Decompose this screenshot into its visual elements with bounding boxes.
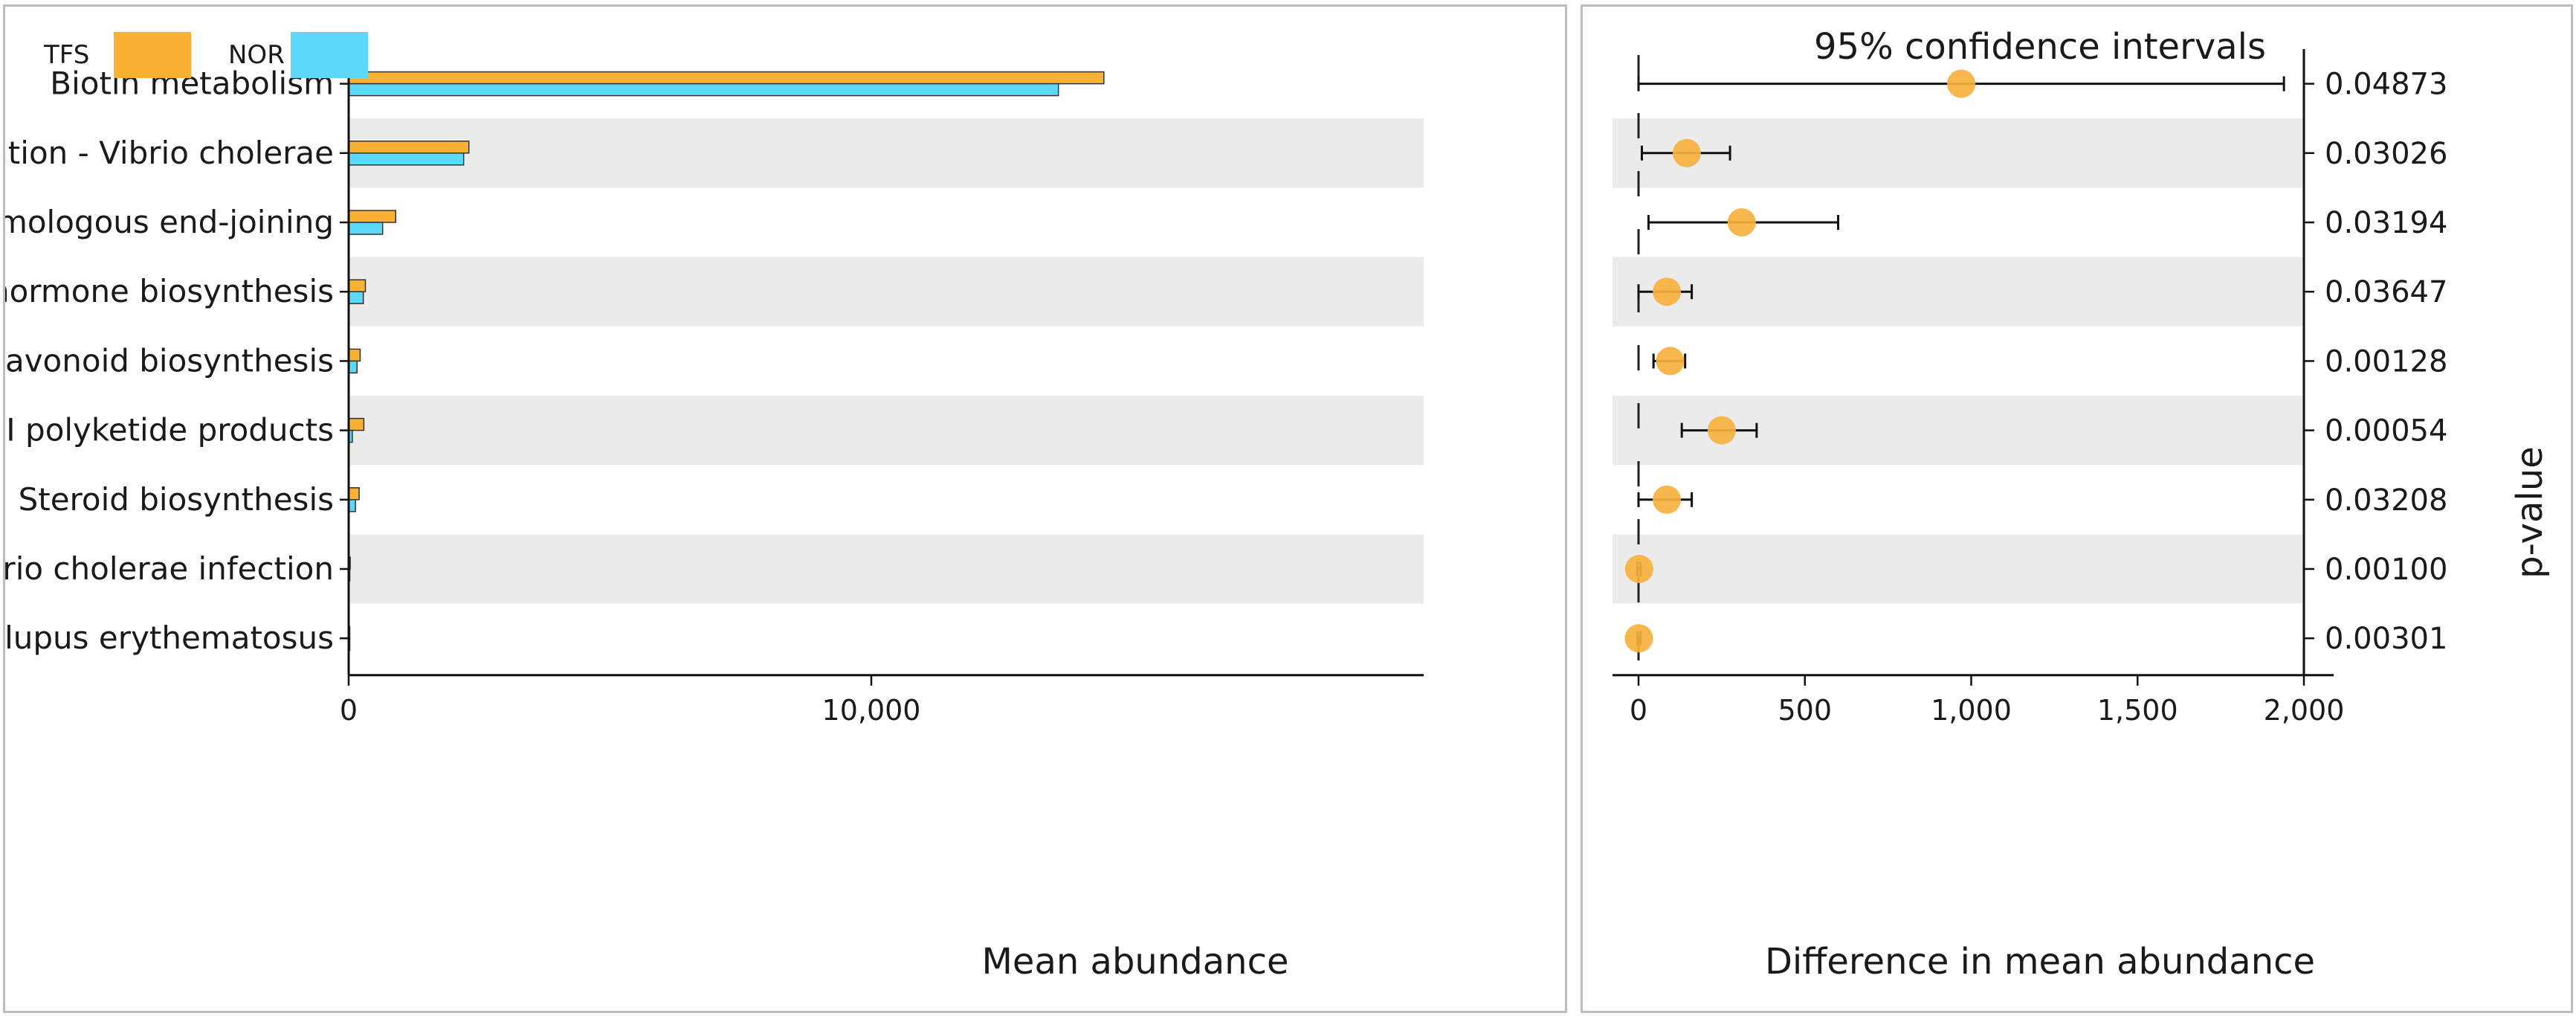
category-label-biotin-metabolism: Biotin metabolism — [50, 65, 334, 102]
bar-nor-biotin-metabolism — [348, 83, 1059, 97]
ci-x-tick-label-2000: 2,000 — [2264, 694, 2345, 727]
category-label-systemic-lupus-erythematosus: Systemic lupus erythematosus — [5, 620, 334, 656]
bar-nor-flavonoid-biosynthesis — [348, 360, 358, 374]
row-band-vibrio-cholerae-infection — [349, 534, 1424, 604]
category-label-biofilm-formation-vibrio-cholerae: Biofilm formation - Vibrio cholerae — [5, 135, 334, 171]
p-value-label-steroid-biosynthesis: 0.03208 — [2325, 483, 2447, 518]
bar-tfs-non-homologous-end-joining — [348, 210, 397, 223]
ci-estimate-dot-non-homologous-end-joining — [1727, 208, 1756, 237]
confidence-interval-panel: 0.04873 0.03026 0.03194 0.03647 0.00128 0.000… — [1581, 4, 2573, 1013]
ci-row-band-steroid-hormone-biosynthesis — [1613, 257, 2304, 327]
bar-tfs-steroid-biosynthesis — [348, 487, 360, 501]
legend-swatch-tfs — [114, 32, 191, 78]
p-value-label-flavonoid-biosynthesis: 0.00128 — [2325, 344, 2447, 379]
ci-estimate-dot-biofilm-formation-vibrio-cholerae — [1672, 138, 1701, 167]
x-tick-label-0: 0 — [340, 694, 358, 727]
mean-abundance-chart: Biotin metabolism Biofilm formation - Vib… — [5, 32, 1424, 983]
row-band-steroid-hormone-biosynthesis — [349, 257, 1424, 327]
row-band-biosynthesis-of-type-ii-polyketide-products — [349, 396, 1424, 466]
bar-nor-biofilm-formation-vibrio-cholerae — [348, 152, 465, 166]
bar-tfs-biofilm-formation-vibrio-cholerae — [348, 141, 470, 154]
legend-label-tfs: TFS — [43, 40, 89, 70]
legend-label-nor: NOR — [228, 40, 285, 70]
category-label-steroid-hormone-biosynthesis: Steroid hormone biosynthesis — [5, 273, 334, 309]
bar-nor-steroid-hormone-biosynthesis — [348, 291, 364, 304]
x-axis-title: Mean abundance — [982, 941, 1289, 983]
ci-estimate-dot-steroid-hormone-biosynthesis — [1653, 277, 1682, 306]
p-value-label-systemic-lupus-erythematosus: 0.00301 — [2325, 622, 2447, 656]
p-value-label-biotin-metabolism: 0.04873 — [2325, 68, 2447, 102]
ci-estimate-dot-flavonoid-biosynthesis — [1656, 347, 1685, 376]
bar-tfs-biosynthesis-of-type-ii-polyketide-products — [348, 417, 365, 431]
ci-chart-title: 95% confidence intervals — [1814, 26, 2266, 68]
ci-x-tick-label-1500: 1,500 — [2097, 694, 2178, 727]
ci-x-tick-label-1000: 1,000 — [1931, 694, 2012, 727]
confidence-interval-chart: 0.04873 0.03026 0.03194 0.03647 0.00128 0.000… — [1613, 26, 2551, 983]
ci-estimate-dot-biosynthesis-of-type-ii-polyketide-products — [1707, 416, 1736, 445]
category-label-flavonoid-biosynthesis: Flavonoid biosynthesis — [5, 342, 334, 379]
p-value-label-non-homologous-end-joining: 0.03194 — [2325, 206, 2447, 240]
legend-swatch-nor — [291, 32, 368, 78]
mean-abundance-panel: Biotin metabolism Biofilm formation - Vib… — [3, 4, 1567, 1013]
row-band-biofilm-formation-vibrio-cholerae — [349, 118, 1424, 188]
p-value-label-biofilm-formation-vibrio-cholerae: 0.03026 — [2325, 137, 2447, 171]
category-label-non-homologous-end-joining: Non-homologous end-joining — [5, 204, 334, 240]
ci-x-tick-label-500: 500 — [1778, 694, 1832, 727]
p-value-label-steroid-hormone-biosynthesis: 0.03647 — [2325, 275, 2447, 309]
bar-nor-non-homologous-end-joining — [348, 222, 384, 235]
p-value-label-vibrio-cholerae-infection: 0.00100 — [2325, 553, 2447, 587]
bar-tfs-biotin-metabolism — [348, 71, 1105, 85]
bar-tfs-steroid-hormone-biosynthesis — [348, 279, 367, 292]
ci-x-tick-label-0: 0 — [1630, 694, 1647, 727]
category-label-biosynthesis-of-type-ii-polyketide-products: Biosynthesis of type II polyketide produ… — [5, 412, 334, 448]
ci-estimate-dot-vibrio-cholerae-infection — [1624, 555, 1653, 583]
ci-x-axis-title: Difference in mean abundance — [1765, 941, 2315, 983]
category-label-steroid-biosynthesis: Steroid biosynthesis — [19, 481, 334, 518]
p-value-label-biosynthesis-of-type-ii-polyketide-products: 0.00054 — [2325, 414, 2447, 448]
bar-tfs-flavonoid-biosynthesis — [348, 348, 361, 362]
p-value-axis-title: p-value — [2509, 446, 2551, 579]
x-tick-label-10000: 10,000 — [822, 694, 921, 727]
ci-estimate-dot-systemic-lupus-erythematosus — [1624, 624, 1653, 653]
ci-row-band-vibrio-cholerae-infection — [1613, 534, 2304, 604]
category-label-vibrio-cholerae-infection: Vibrio cholerae infection — [5, 550, 334, 587]
ci-estimate-dot-steroid-biosynthesis — [1653, 485, 1682, 514]
ci-estimate-dot-biotin-metabolism — [1947, 69, 1976, 98]
